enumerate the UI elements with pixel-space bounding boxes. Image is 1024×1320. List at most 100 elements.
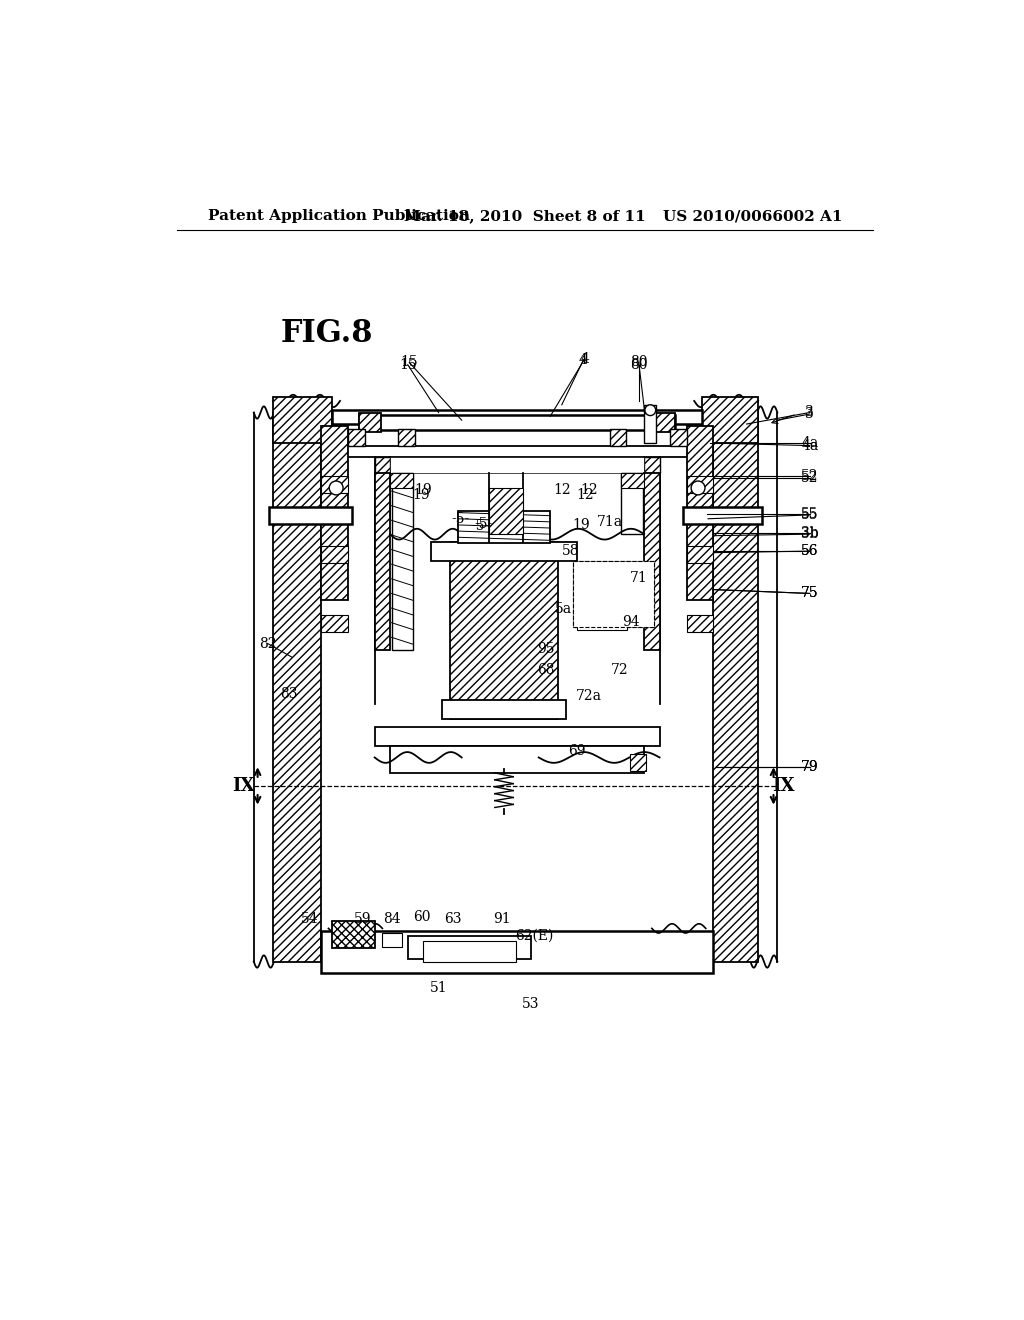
Text: 53: 53 [522,997,540,1011]
Bar [273,397,333,444]
Bar [333,411,701,424]
Bar [670,429,686,446]
Text: 60: 60 [413,909,430,924]
Text: 54: 54 [300,912,318,927]
Text: 3b: 3b [801,527,818,541]
Text: 52: 52 [801,470,818,483]
Bar [333,921,375,948]
Text: 91: 91 [493,912,511,927]
Text: 19: 19 [413,488,430,502]
Text: 4: 4 [581,351,589,366]
Text: 19: 19 [415,483,432,496]
Bar [630,589,646,605]
Bar [714,412,758,961]
Text: 4a: 4a [801,437,818,450]
Text: 58: 58 [562,544,580,558]
Bar [621,473,644,488]
Text: 71: 71 [630,572,647,585]
Bar [578,622,628,631]
Text: 71a: 71a [596,515,623,529]
Text: 3: 3 [805,407,814,421]
Text: IX: IX [772,777,795,795]
Text: 79: 79 [801,760,818,774]
Text: 12: 12 [580,483,598,496]
Text: IX: IX [232,777,255,795]
Bar [375,457,390,473]
Text: 15: 15 [400,355,418,370]
Text: 94: 94 [623,615,640,628]
Bar [683,507,762,524]
Bar [609,429,627,446]
Text: 72: 72 [610,664,629,677]
Text: 15: 15 [399,358,417,372]
Text: 79: 79 [801,760,818,774]
Bar [423,941,515,962]
Text: 80: 80 [630,358,647,372]
Text: 83: 83 [280,686,297,701]
Text: 75: 75 [801,586,818,601]
Bar [644,473,659,649]
Text: 75: 75 [801,586,818,601]
Bar [321,931,714,973]
Text: Patent Application Publication: Patent Application Publication [208,209,470,223]
Text: 5a: 5a [555,602,571,616]
Bar [321,545,348,562]
Text: 3: 3 [805,405,814,420]
Text: 51: 51 [430,982,447,995]
Text: 56: 56 [801,544,818,558]
Text: -5-: -5- [472,520,490,533]
Bar [644,405,656,444]
Text: 63: 63 [443,912,461,927]
Bar [686,545,714,562]
Bar [644,457,659,473]
Text: 62(E): 62(E) [516,929,554,942]
Bar [390,473,413,488]
Text: 95: 95 [538,642,555,656]
Bar [397,429,415,446]
Circle shape [645,405,655,416]
Bar [686,477,714,494]
Text: 52: 52 [801,471,818,484]
Text: Mar. 18, 2010  Sheet 8 of 11: Mar. 18, 2010 Sheet 8 of 11 [403,209,646,223]
Circle shape [330,480,343,495]
Bar [686,615,714,632]
Text: -5-: -5- [451,512,469,525]
Bar [321,477,348,494]
Bar [375,726,659,746]
Bar [391,473,413,649]
Bar [273,412,321,961]
Text: 69: 69 [568,744,586,758]
Bar [348,429,365,446]
Bar [408,936,531,960]
Bar [653,413,675,432]
Bar [630,754,646,771]
Bar [686,426,714,599]
Bar [621,473,643,535]
Bar [488,488,523,535]
Text: -5-: -5- [474,517,493,531]
Bar [321,446,714,457]
Bar [390,457,644,473]
Text: FIG.8: FIG.8 [281,318,373,350]
Bar [390,746,644,774]
Text: 12: 12 [577,488,594,502]
Bar [458,511,550,544]
Bar [451,543,558,719]
Text: 55: 55 [801,508,818,521]
Bar [269,507,351,524]
Text: 4: 4 [579,354,588,367]
Bar [442,700,565,719]
Bar [382,933,401,946]
Text: 84: 84 [384,912,401,927]
Text: 3b: 3b [801,527,818,540]
Circle shape [691,480,705,495]
Text: 72a: 72a [575,689,602,702]
Text: 12: 12 [553,483,570,496]
Bar [578,607,615,618]
Bar [321,615,348,632]
Text: US 2010/0066002 A1: US 2010/0066002 A1 [663,209,842,223]
Text: 4a: 4a [801,438,818,453]
Bar [431,543,578,561]
Bar [375,473,390,649]
Bar [573,561,654,627]
